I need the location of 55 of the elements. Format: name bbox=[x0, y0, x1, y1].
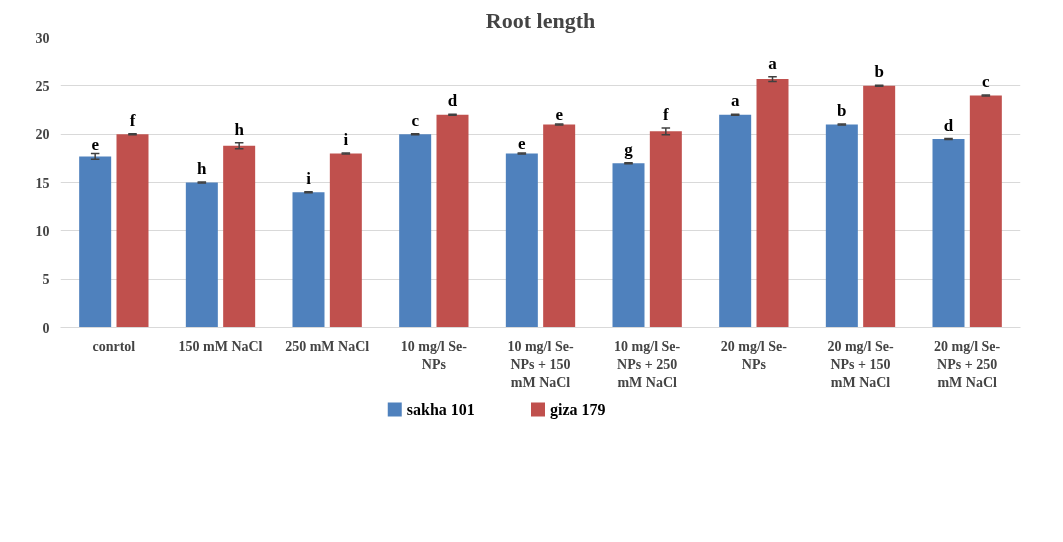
bar bbox=[329, 153, 362, 328]
chart-title: Root length bbox=[485, 7, 596, 33]
x-tick-label: 10 mg/l Se-NPs bbox=[400, 338, 468, 372]
bar bbox=[79, 156, 112, 328]
data-label: c bbox=[982, 72, 991, 92]
bar bbox=[719, 114, 752, 328]
data-label: e bbox=[518, 134, 527, 154]
bar bbox=[756, 79, 789, 328]
x-tick-label: 10 mg/l Se-NPs + 150 mM NaCl bbox=[507, 338, 574, 390]
x-tick-label: conrtol bbox=[92, 338, 136, 354]
y-tick-label: 10 bbox=[35, 223, 50, 239]
data-label: e bbox=[91, 134, 100, 154]
data-label: g bbox=[624, 139, 634, 159]
x-tick-label: 20 mg/l Se-NPs + 250 mM NaCl bbox=[934, 338, 1001, 390]
bar bbox=[825, 124, 858, 328]
bar bbox=[612, 163, 645, 328]
bar bbox=[185, 182, 218, 328]
data-label: d bbox=[447, 91, 458, 111]
bar bbox=[863, 85, 896, 328]
y-tick-label: 30 bbox=[35, 30, 50, 46]
legend-label: sakha 101 bbox=[406, 401, 475, 418]
bar bbox=[436, 114, 469, 328]
data-label: f bbox=[129, 110, 136, 130]
bar bbox=[543, 124, 576, 328]
bar bbox=[223, 145, 256, 328]
y-tick-label: 25 bbox=[35, 78, 50, 94]
data-label: i bbox=[306, 168, 312, 188]
data-label: d bbox=[943, 115, 954, 135]
bar bbox=[969, 95, 1002, 328]
y-tick-label: 0 bbox=[42, 320, 50, 336]
data-label: b bbox=[837, 101, 847, 121]
data-label: f bbox=[663, 104, 669, 124]
bar bbox=[932, 139, 965, 328]
x-tick-label: 10 mg/l Se-NPs + 250 mM NaCl bbox=[614, 338, 681, 390]
x-tick-label: 20 mg/l Se-NPs + 150 mM NaCl bbox=[827, 338, 894, 390]
bar bbox=[649, 131, 682, 328]
y-tick-label: 20 bbox=[35, 127, 50, 143]
bar bbox=[505, 153, 538, 328]
x-tick-label: 150 mM NaCl bbox=[178, 338, 263, 354]
data-label: h bbox=[197, 159, 208, 179]
y-tick-label: 15 bbox=[35, 175, 50, 191]
legend-label: giza 179 bbox=[550, 401, 606, 419]
data-label: b bbox=[874, 62, 884, 82]
bar bbox=[116, 134, 149, 328]
x-tick-label: 250 mM NaCl bbox=[285, 338, 370, 354]
data-label: h bbox=[234, 119, 245, 139]
data-label: c bbox=[411, 110, 420, 130]
data-label: i bbox=[343, 130, 349, 150]
bar bbox=[292, 192, 325, 328]
bar bbox=[399, 134, 432, 328]
data-label: e bbox=[555, 105, 564, 125]
y-tick-label: 5 bbox=[42, 272, 50, 288]
data-label: a bbox=[730, 91, 740, 111]
x-tick-label: 20 mg/l Se-NPs bbox=[720, 338, 788, 372]
data-label: a bbox=[768, 53, 778, 73]
